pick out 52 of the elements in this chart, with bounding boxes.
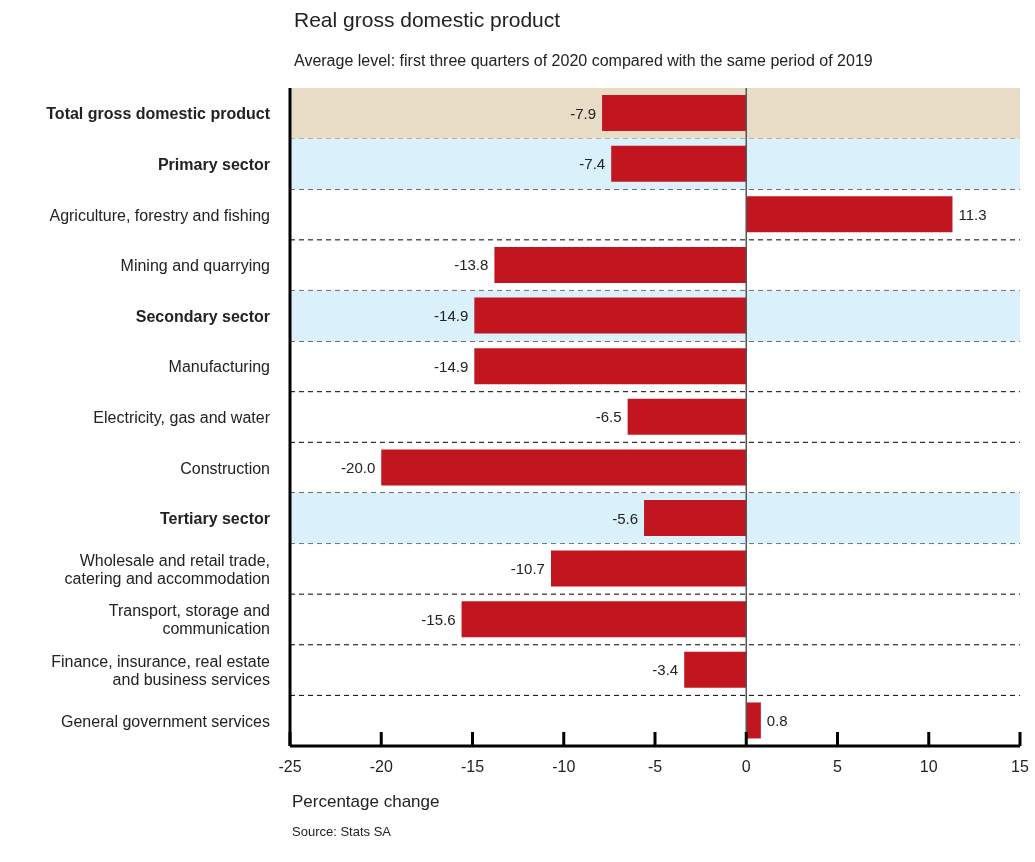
- data-label: -3.4: [652, 661, 679, 679]
- x-tick-label: 10: [919, 758, 938, 775]
- chart-title: Real gross domestic product: [294, 8, 562, 33]
- x-axis-title: Percentage change: [292, 792, 441, 812]
- data-label: -20.0: [341, 458, 376, 476]
- data-label: 0.8: [766, 711, 788, 729]
- y-tick-label: Wholesale and retail trade, catering and accommodation: [64, 551, 270, 587]
- y-tick-label: Agriculture, forestry and fishing: [49, 206, 270, 224]
- x-tick-label: 5: [833, 758, 843, 775]
- data-label: -7.9: [570, 104, 597, 122]
- source-note: Source: Stats SA: [292, 824, 392, 839]
- data-label: -6.5: [595, 408, 622, 426]
- y-tick-label: Mining and quarrying: [120, 256, 270, 274]
- x-tick-label: -10: [552, 758, 576, 775]
- data-label: -13.8: [454, 256, 489, 274]
- bar: [644, 500, 747, 537]
- y-tick-label: Finance, insurance, real estate and business services: [51, 652, 271, 688]
- bar: [474, 297, 747, 334]
- y-tick-label: Construction: [180, 459, 270, 477]
- data-label: -10.7: [510, 560, 545, 578]
- data-label: -14.9: [434, 357, 469, 375]
- data-label: 11.3: [958, 205, 987, 223]
- x-tick-label: -5: [647, 758, 663, 775]
- x-tick-label: -15: [460, 758, 485, 775]
- bar: [684, 651, 747, 688]
- data-label: -15.6: [421, 610, 456, 628]
- x-tick-label: -20: [369, 758, 393, 775]
- y-tick-label: Transport, storage and communication: [108, 601, 270, 637]
- data-label: -7.4: [579, 155, 606, 173]
- data-label: -5.6: [612, 509, 639, 527]
- x-tick-label: 0: [741, 758, 751, 775]
- bar: [746, 196, 953, 233]
- data-label: -14.9: [434, 307, 469, 325]
- y-tick-label: Secondary sector: [135, 307, 270, 325]
- y-tick-label: Tertiary sector: [160, 509, 270, 527]
- bar: [381, 449, 747, 486]
- bar: [461, 601, 747, 638]
- bar: [611, 145, 747, 182]
- x-tick-label: 15: [1011, 758, 1029, 775]
- y-tick-label: Total gross domestic product: [46, 104, 271, 122]
- bar: [602, 95, 747, 132]
- y-tick-label: Electricity, gas and water: [93, 408, 271, 426]
- y-tick-label: Primary sector: [157, 155, 270, 173]
- bar: [494, 246, 747, 283]
- x-tick-label: -25: [278, 758, 302, 775]
- chart-subtitle: Average level: first three quarters of 2020 compared with the same period of 2019: [294, 52, 874, 71]
- y-tick-label: General government services: [61, 712, 270, 730]
- y-tick-label: Manufacturing: [168, 357, 270, 375]
- bar: [550, 550, 747, 587]
- bar: [746, 702, 761, 739]
- bar: [627, 398, 747, 435]
- bar: [474, 348, 747, 385]
